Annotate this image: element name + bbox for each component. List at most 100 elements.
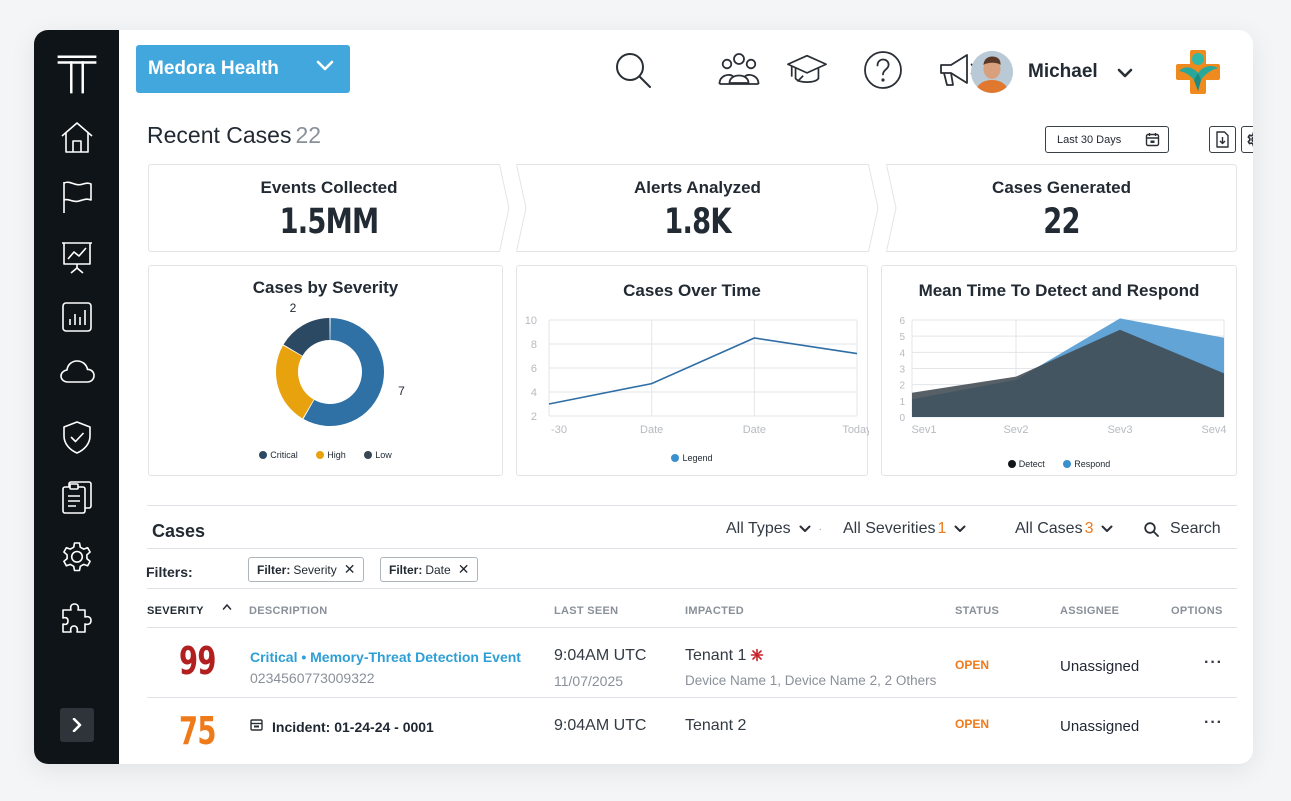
- legend-label: Legend: [682, 453, 713, 463]
- case-title-link[interactable]: Critical • Memory-Threat Detection Event: [250, 649, 521, 665]
- export-button[interactable]: [1209, 126, 1236, 153]
- home-icon[interactable]: [56, 116, 98, 158]
- app-logo-icon[interactable]: [56, 52, 98, 94]
- sidebar-expand-button[interactable]: [60, 708, 94, 742]
- user-menu-chevron-icon[interactable]: [1117, 68, 1133, 79]
- user-name[interactable]: Michael: [1028, 61, 1098, 82]
- tenant-selector[interactable]: Medora Health: [136, 45, 350, 93]
- row-options-button[interactable]: ···: [1204, 654, 1223, 671]
- case-id: 0234560773009322: [250, 670, 375, 686]
- x-tick-label: Sev1: [911, 424, 936, 436]
- filter-types-dropdown[interactable]: All Types ·: [726, 520, 822, 538]
- status-badge: OPEN: [955, 717, 990, 731]
- legend-item-low: Low: [364, 450, 392, 460]
- presentation-chart-icon[interactable]: [56, 236, 98, 278]
- chevron-down-icon: [954, 525, 966, 532]
- tenant-label: Medora Health: [148, 58, 279, 79]
- detect-area: [912, 329, 1224, 417]
- clipboard-icon[interactable]: [56, 476, 98, 518]
- legend-label: High: [327, 450, 346, 460]
- last-seen-time: 9:04AM UTC: [554, 647, 647, 664]
- mttd-card: Mean Time To Detect and Respond 0 1 2 3 4 5 6 S…: [881, 265, 1237, 476]
- impacted-tenant: Tenant 2: [685, 717, 747, 734]
- column-header-severity[interactable]: SEVERITY: [147, 605, 204, 617]
- legend-item-detect: Detect: [1007, 459, 1045, 469]
- column-header-status[interactable]: STATUS: [955, 605, 1000, 617]
- filter-severities-dropdown[interactable]: All Severities 1: [843, 520, 966, 538]
- y-tick-label: 6: [531, 363, 537, 375]
- chip-key: Filter:: [389, 562, 423, 577]
- x-tick-label: Date: [743, 424, 766, 436]
- y-tick-label: 4: [899, 348, 905, 359]
- remove-filter-icon[interactable]: ✕: [457, 561, 470, 577]
- legend-label: Critical: [270, 450, 298, 460]
- stat-cases-generated: Cases Generated 22: [886, 164, 1237, 252]
- filters-label: Filters:: [146, 564, 193, 580]
- settings-button[interactable]: [1241, 126, 1253, 153]
- card-title: Cases by Severity: [252, 278, 399, 297]
- assignee[interactable]: Unassigned: [1060, 658, 1140, 675]
- users-icon[interactable]: [718, 49, 760, 91]
- separator-dot: ·: [818, 523, 822, 535]
- filter-label: All Types: [726, 520, 791, 537]
- area-legend: Detect Respond: [882, 459, 1236, 470]
- shield-check-icon[interactable]: [56, 416, 98, 458]
- assignee[interactable]: Unassigned: [1060, 718, 1140, 735]
- legend-label: Detect: [1018, 459, 1045, 469]
- last-seen-date: 11/07/2025: [554, 673, 624, 689]
- y-tick-label: 8: [531, 339, 537, 351]
- chevron-right-icon: [72, 718, 82, 732]
- x-tick-label: Sev3: [1107, 424, 1132, 436]
- flag-icon[interactable]: [56, 176, 98, 218]
- row-options-button[interactable]: ···: [1204, 714, 1223, 731]
- line-legend: Legend: [517, 453, 867, 464]
- y-tick-label: 3: [899, 365, 905, 376]
- user-avatar[interactable]: [971, 51, 1013, 93]
- section-divider: [147, 505, 1237, 506]
- legend-item-respond: Respond: [1063, 459, 1110, 469]
- legend-label: Low: [375, 450, 392, 460]
- severity-score: 99: [179, 639, 216, 683]
- stat-alerts-analyzed: Alerts Analyzed 1.8K: [516, 164, 879, 252]
- chip-value: Date: [425, 562, 451, 577]
- app-window: Medora Health Michael: [34, 30, 1253, 764]
- sort-ascending-icon[interactable]: [222, 603, 232, 611]
- cases-section-title: Cases: [152, 521, 206, 541]
- column-header-impacted[interactable]: IMPACTED: [685, 605, 745, 617]
- page-title: Recent Cases 22: [147, 122, 321, 149]
- column-header-last-seen[interactable]: LAST SEEN: [554, 605, 619, 617]
- cases-search-button[interactable]: Search: [1144, 520, 1221, 538]
- donut-slice-high: [276, 345, 315, 419]
- status-badge: OPEN: [955, 658, 990, 672]
- case-title-link[interactable]: Incident: 01-24-24 - 0001: [272, 719, 434, 735]
- date-range-selector[interactable]: Last 30 Days: [1045, 126, 1169, 153]
- column-header-assignee[interactable]: ASSIGNEE: [1060, 605, 1120, 617]
- legend-item-series: Legend: [671, 453, 713, 463]
- header-divider: [147, 627, 1237, 628]
- stat-label: Cases Generated: [992, 178, 1131, 197]
- search-icon[interactable]: [612, 49, 654, 91]
- x-tick-label: Date: [640, 424, 663, 436]
- stat-value: 1.8K: [664, 202, 731, 242]
- bar-chart-icon[interactable]: [56, 296, 98, 338]
- donut-data-label: 2: [290, 301, 297, 315]
- graduation-cap-icon[interactable]: [786, 49, 828, 91]
- help-icon[interactable]: [862, 49, 904, 91]
- mttd-area-chart: 0 1 2 3 4 5 6 Sev1 Sev2 Sev3 Sev4: [899, 316, 1226, 436]
- gear-icon[interactable]: [56, 536, 98, 578]
- export-file-icon: [1216, 131, 1229, 148]
- legend-item-high: High: [316, 450, 346, 460]
- column-header-description[interactable]: DESCRIPTION: [249, 605, 328, 617]
- cloud-icon[interactable]: [56, 350, 98, 392]
- main-content: Medora Health Michael: [119, 30, 1253, 764]
- settings-gear-icon: [1247, 132, 1253, 147]
- remove-filter-icon[interactable]: ✕: [343, 561, 356, 577]
- puzzle-icon[interactable]: [56, 596, 98, 638]
- filters-divider: [147, 548, 1237, 549]
- column-header-options: OPTIONS: [1171, 605, 1223, 617]
- brand-logo-icon: [1176, 50, 1220, 94]
- impacted-devices: Device Name 1, Device Name 2, 2 Others: [685, 673, 937, 688]
- y-tick-label: 1: [899, 397, 905, 408]
- filter-cases-dropdown[interactable]: All Cases 3: [1015, 520, 1113, 538]
- x-tick-label: Sev2: [1003, 424, 1028, 436]
